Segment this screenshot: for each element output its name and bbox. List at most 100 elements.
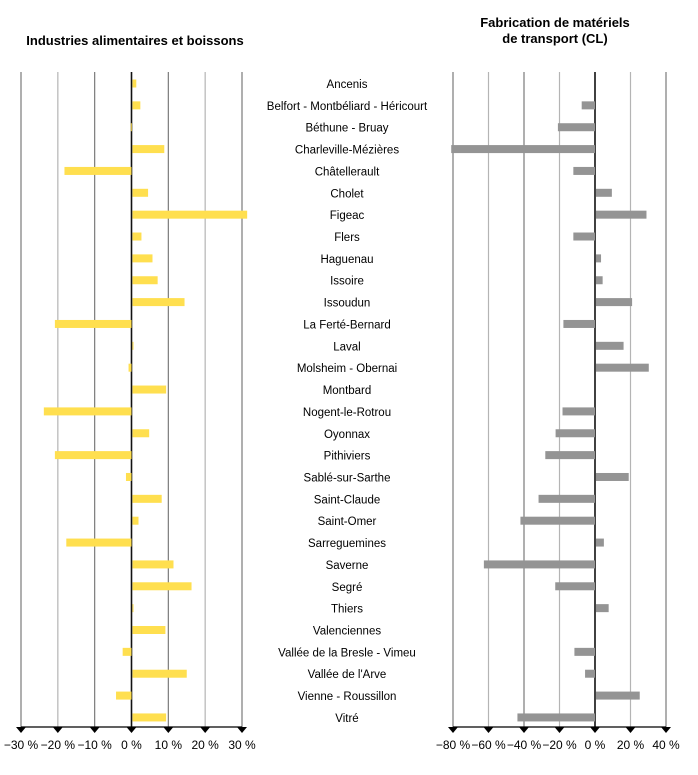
right-bar (596, 538, 604, 547)
right-bar (573, 232, 595, 241)
left-tick-marker (163, 727, 174, 733)
left-tick-marker (52, 727, 63, 733)
left-tick-label: 0 % (121, 738, 142, 752)
category-label: Laval (333, 341, 361, 353)
left-tick-label: 10 % (155, 738, 183, 752)
right-bar (596, 472, 629, 481)
right-bar (596, 604, 609, 613)
right-bar (520, 516, 595, 525)
left-gridlines (20, 72, 243, 727)
category-label: Flers (334, 232, 360, 244)
category-label: Charleville-Mézières (295, 145, 399, 157)
right-bar (596, 276, 603, 285)
left-bar (132, 101, 141, 110)
left-tick-marker (126, 727, 137, 733)
category-label: Châtellerault (315, 166, 380, 178)
right-bars (451, 101, 649, 722)
right-bar (573, 166, 595, 175)
left-tick-label: 30 % (228, 738, 256, 752)
category-label: Segré (332, 582, 363, 594)
right-tick-marker (483, 727, 494, 733)
left-bar (132, 669, 187, 678)
left-bar (130, 123, 132, 132)
left-bar (132, 210, 248, 219)
right-bar (596, 210, 647, 219)
left-bar (132, 276, 158, 285)
right-tick-label: 0 % (585, 738, 606, 752)
left-bar (64, 166, 132, 175)
left-bar (132, 516, 139, 525)
category-label: Saverne (326, 560, 369, 572)
right-tick-label: −60 % (471, 738, 506, 752)
left-bar (43, 407, 132, 416)
left-bar (132, 604, 134, 613)
right-bar (563, 319, 595, 328)
left-bar (132, 341, 134, 350)
right-bar (538, 494, 595, 503)
left-tick-marker (16, 727, 26, 733)
left-bar (116, 691, 132, 700)
left-tick-marker (200, 727, 211, 733)
right-bar (483, 560, 595, 569)
left-bar (132, 713, 167, 722)
left-bar (132, 429, 150, 438)
right-tick-marker (519, 727, 529, 733)
right-tick-label: −40 % (507, 738, 542, 752)
right-tick-marker (448, 727, 458, 733)
category-label: Sablé-sur-Sarthe (304, 472, 391, 484)
left-bar (132, 254, 153, 263)
right-bar (557, 123, 595, 132)
category-label: Ancenis (327, 79, 368, 91)
left-bar (132, 385, 167, 394)
left-bar (132, 494, 162, 503)
left-bar (132, 79, 137, 88)
left-bar (128, 363, 132, 372)
right-tick-label: −20 % (542, 738, 577, 752)
left-tick-marker (237, 727, 247, 733)
category-label: Thiers (331, 604, 363, 616)
category-label: Saint-Claude (314, 494, 380, 506)
right-bar (596, 188, 612, 197)
category-label: Vitré (335, 713, 358, 725)
right-bar (451, 145, 595, 154)
left-bar (132, 188, 149, 197)
right-tick-label: −80 % (436, 738, 471, 752)
category-label: Oyonnax (324, 429, 370, 441)
left-tick-label: 20 % (191, 738, 219, 752)
category-label: Montbard (323, 385, 372, 397)
category-label: Nogent-le-Rotrou (303, 407, 391, 419)
left-bar (132, 298, 185, 307)
left-tick-label: −20 % (41, 738, 76, 752)
right-bar (555, 429, 595, 438)
right-gridlines (452, 72, 667, 727)
category-label: Issoire (330, 276, 364, 288)
right-bar (596, 298, 633, 307)
category-label: Vallée de l'Arve (308, 669, 387, 681)
left-axis-ticks: −30 % −20 % −10 % 0 % 10 % 20 % 30 % (4, 726, 256, 752)
category-label: Issoudun (324, 298, 371, 310)
category-label: Figeac (330, 210, 365, 222)
category-label: Valenciennes (313, 626, 381, 638)
category-label: Béthune - Bruay (305, 123, 388, 135)
left-bar (132, 145, 165, 154)
left-bar (132, 626, 166, 634)
category-label: Sarreguemines (308, 538, 386, 550)
category-label: Vallée de la Bresle - Vimeu (278, 647, 416, 659)
left-bar (125, 472, 132, 481)
right-bar (555, 582, 595, 591)
right-bar (562, 407, 595, 416)
right-bar (585, 669, 595, 678)
category-label: Vienne - Roussillon (298, 691, 397, 703)
left-bar (132, 582, 192, 591)
right-chart-title-line-1: Fabrication de matériels (480, 15, 630, 30)
left-tick-label: −30 % (4, 738, 39, 752)
category-labels: Ancenis Belfort - Montbéliard - Héricourt… (267, 79, 428, 725)
right-bar (545, 451, 595, 460)
category-label: Belfort - Montbéliard - Héricourt (267, 101, 428, 113)
right-bar (596, 363, 649, 372)
left-bar (54, 319, 132, 328)
category-label: Molsheim - Obernai (297, 363, 397, 375)
right-bar (596, 254, 602, 263)
right-bar (596, 341, 624, 350)
